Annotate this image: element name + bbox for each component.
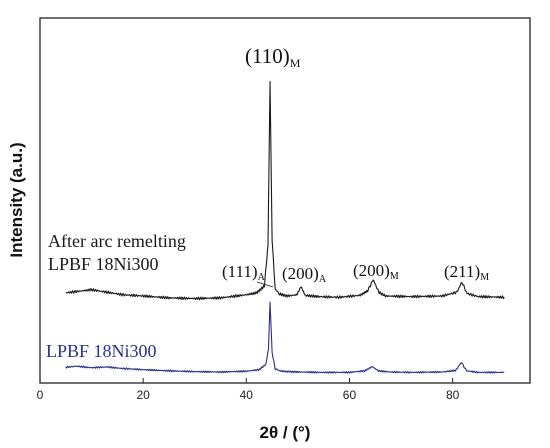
y-axis-title: Intensity (a.u.) [7,142,26,257]
x-tick-label: 40 [240,388,254,402]
series-label-lpbf: LPBF 18Ni300 [46,341,157,361]
x-axis-title: 2θ / (°) [260,423,311,442]
x-tick-label: 0 [37,388,44,402]
x-tick-label: 80 [446,388,460,402]
annotation-111-leader [256,281,274,288]
x-tick-label: 20 [136,388,150,402]
annotation-200-a: (200)A [282,264,327,285]
plot-frame [39,17,531,384]
plot-lines [65,80,505,374]
x-axis-ticks: 0 20 40 60 80 [37,378,460,402]
series-line-after-arc-remelting [65,80,505,301]
annotation-200-m: (200)M [353,261,399,282]
annotation-211-m: (211)M [444,262,489,283]
annotation-110-m: (110)M [245,44,301,70]
series-line-lpbf [65,301,505,374]
x-tick-label: 60 [343,388,357,402]
annotation-111-a: (111)A [222,262,266,283]
series-label-remelted-line2: LPBF 18Ni300 [48,254,159,274]
series-label-remelted-line1: After arc remelting [48,231,186,251]
